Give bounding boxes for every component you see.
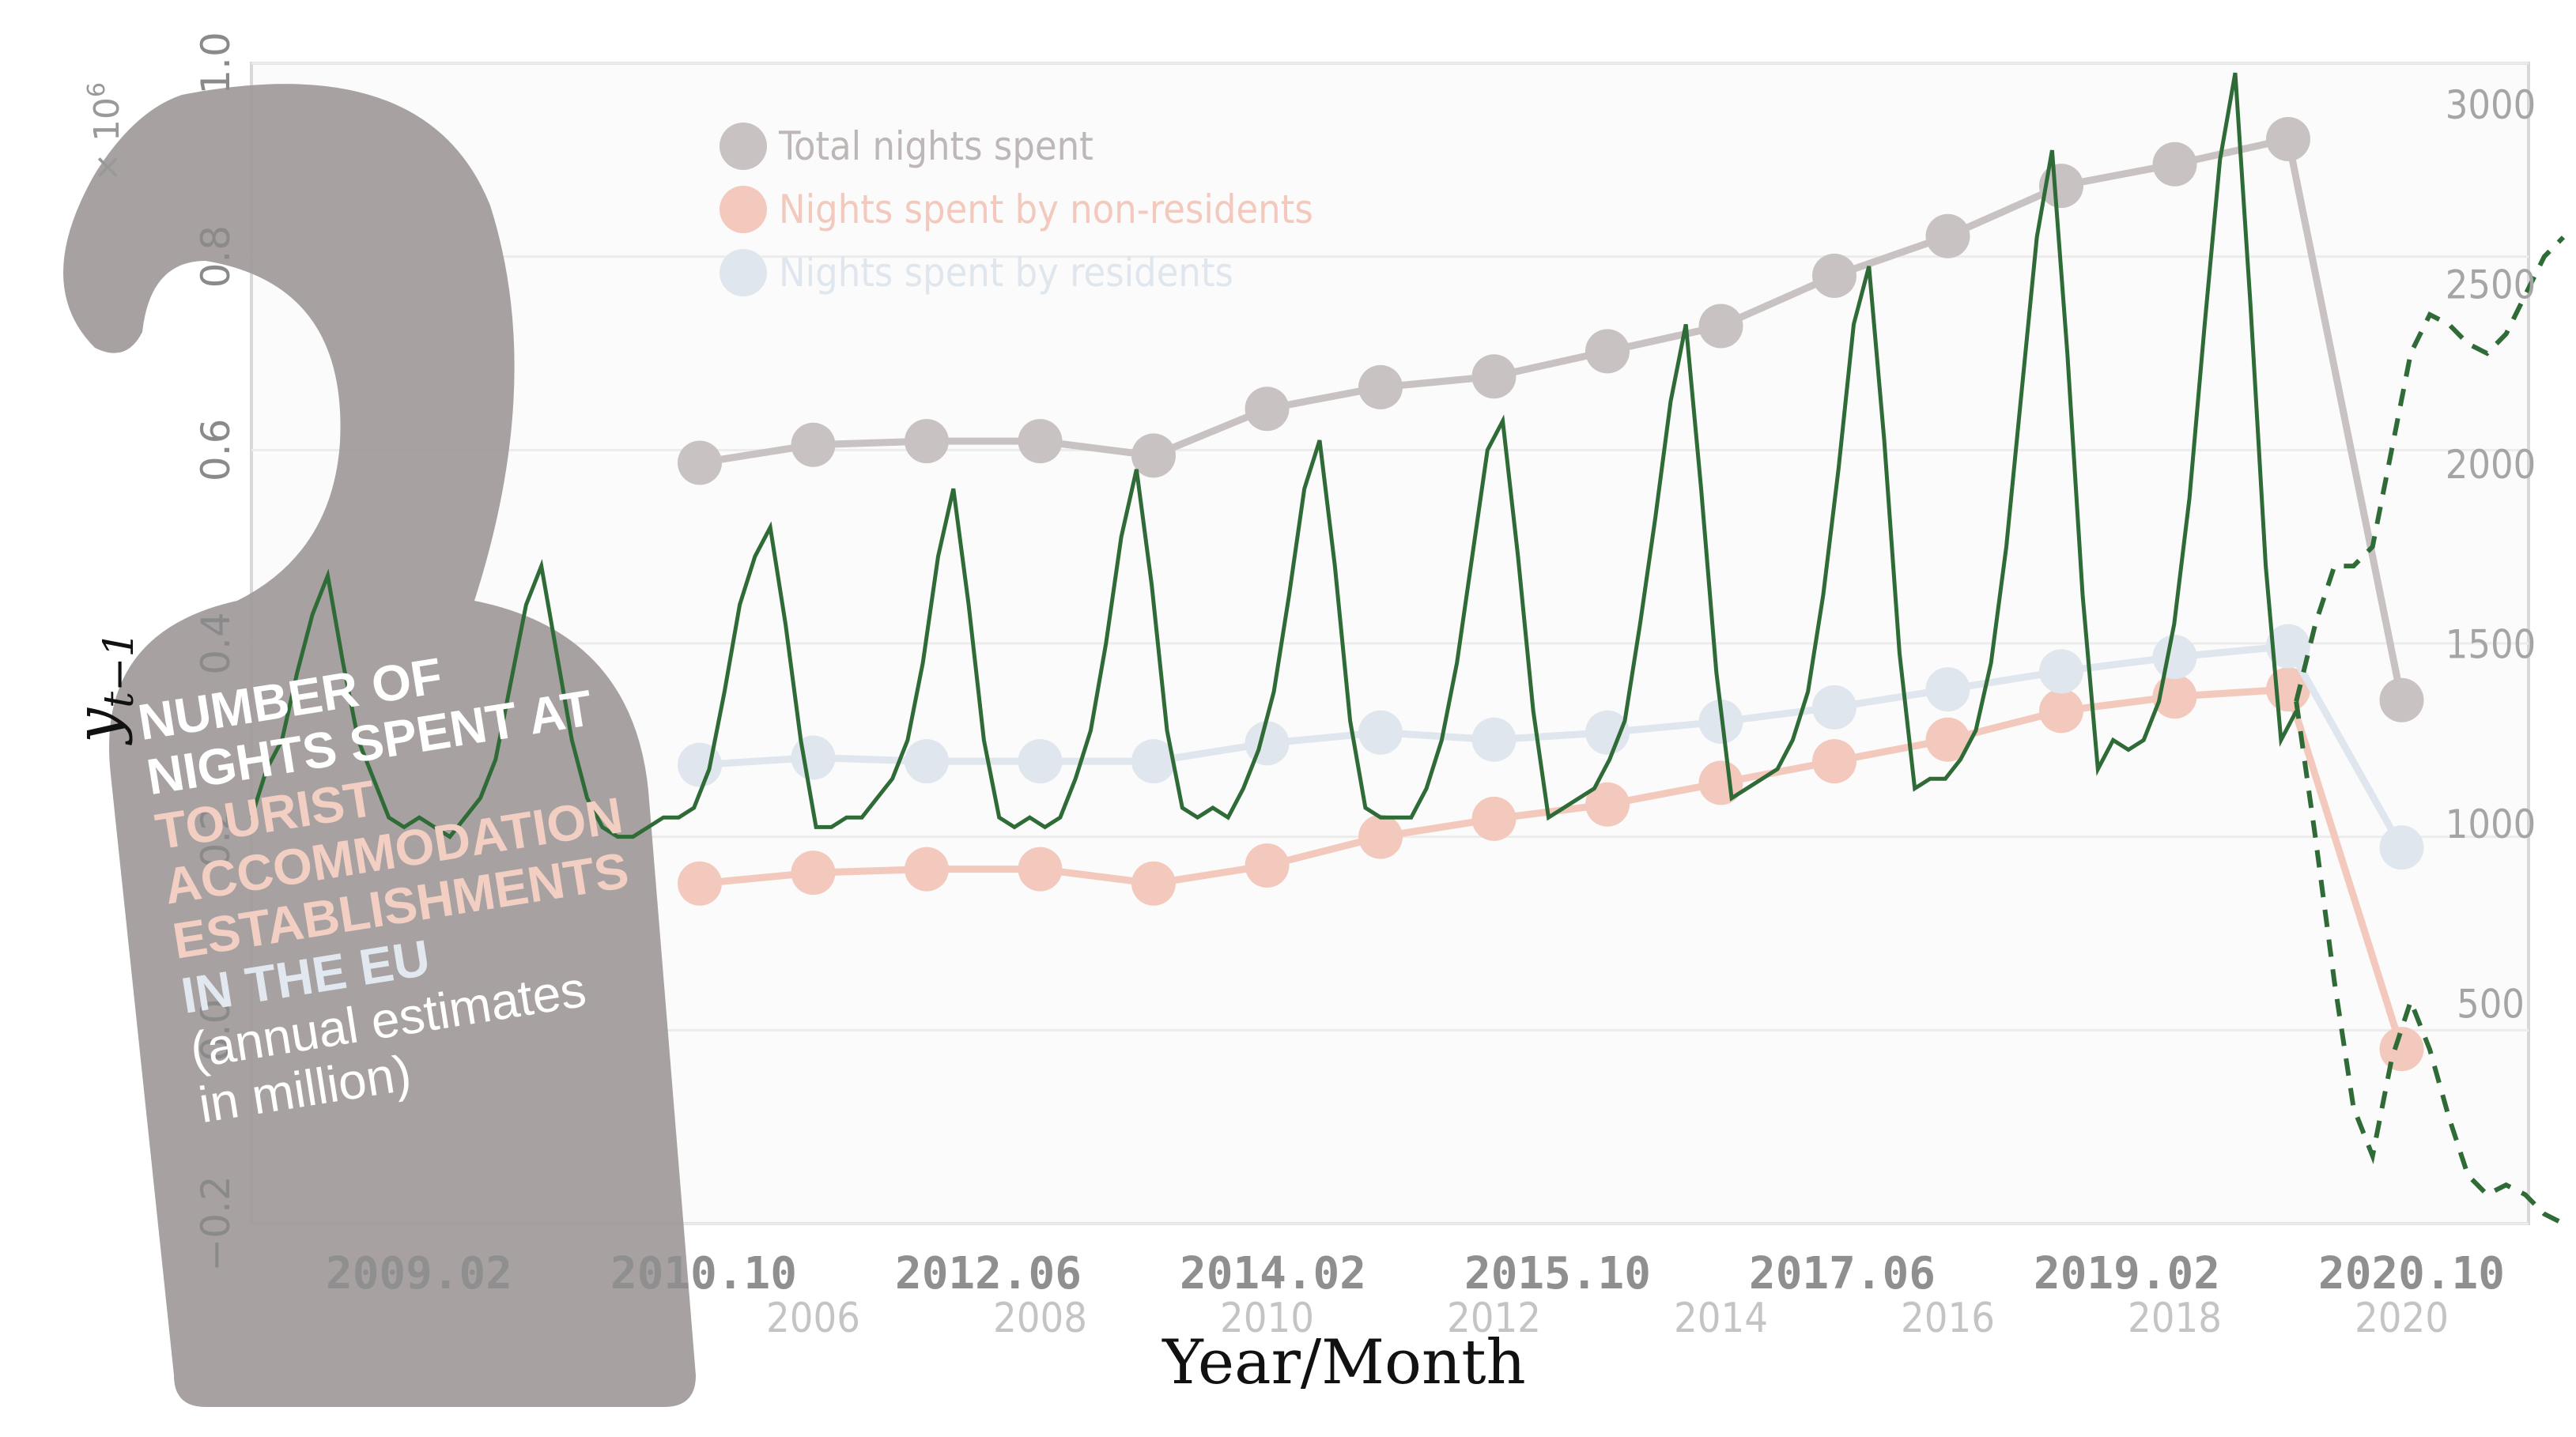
annual-series-point [2266,624,2310,669]
annual-series-point [1812,739,1856,784]
annual-series-point [2379,1027,2424,1072]
annual-series-point [1812,685,1856,730]
x-axis-year-tick-label: 2010 [1220,1295,1314,1342]
annual-series-point [1018,419,1063,464]
right-axis-tick-label: 3000 [2446,82,2536,128]
x-axis-month-tick-label: 2019.02 [2034,1248,2220,1299]
left-axis-tick-label: 0.6 [193,419,239,482]
x-axis-month-tick-label: 2012.06 [895,1248,1082,1299]
monthly-series-line [249,72,2298,839]
annual-series-point [678,861,722,906]
annual-series-point [1358,364,1403,409]
annual-series-line [699,685,2405,1050]
annual-series-point [2039,688,2083,734]
x-axis-month-tick-label: 2020.10 [2318,1248,2505,1299]
left-axis-tick-label: 0.8 [193,225,239,289]
annual-series-point [1471,354,1517,399]
left-axis-tick-label: 0.0 [193,999,239,1062]
annual-series-point [1471,796,1517,841]
annual-series-point [678,440,722,485]
annual-series-point [1131,861,1176,906]
annual-series-point [2266,116,2310,161]
annual-series-point [2152,141,2197,187]
annual-series-line [699,642,2405,850]
annual-series-point [2379,825,2424,870]
right-axis-tick-label: 500 [2457,982,2525,1028]
annual-series-point [905,847,949,892]
y-axis-label-subscript: t−1 [96,631,143,708]
annual-series-point [1698,760,1743,805]
annual-series-point [791,851,836,896]
annual-series-point [2039,164,2083,209]
legend-label: Nights spent by residents [779,250,1233,296]
annual-series-point [1245,387,1290,432]
right-axis-tick-label: 1500 [2446,622,2536,668]
x-axis-year-tick-label: 2020 [2355,1295,2449,1342]
door-hanger-text: NUMBER OF NIGHTS SPENT AT TOURIST ACCOMM… [134,614,719,1133]
x-axis-year-tick-label: 2016 [1901,1295,1995,1342]
annual-series-point [1131,739,1176,784]
annual-series-point [2152,635,2197,680]
door-hanger-shape [63,84,696,1408]
x-axis-year-tick-label: 2012 [1447,1295,1541,1342]
annual-series-point [1585,710,1630,755]
annual-series-point [1358,710,1403,755]
annual-series-point [2039,649,2083,694]
forecast-band-lower [2294,700,2565,1226]
legend-marker [720,123,767,170]
y-axis-exponent-power: 6 [83,82,111,97]
y-axis-label-main: y [62,707,134,745]
legend-marker [720,249,767,296]
x-axis-year-tick-label: 2008 [993,1295,1087,1342]
annual-series-point [1471,717,1517,762]
annual-series-line [699,134,2405,701]
left-axis-tick-label: 1.0 [193,32,239,95]
annual-series-point [1812,253,1856,298]
annual-series-point [1925,213,1970,258]
annual-series-point [791,735,836,780]
annual-series-point [678,742,722,787]
annual-series-point [1018,739,1063,784]
annual-series-point [1925,717,1970,762]
y-axis-exponent: × 106 [83,82,127,182]
annual-series-point [1698,304,1743,349]
annual-series-point [1245,721,1290,766]
legend-label: Total nights spent [778,123,1093,169]
annual-series-point [1131,433,1176,478]
left-axis-tick-label: −0.2 [193,1175,239,1271]
legend-marker [720,186,767,233]
y-axis-label: yt−1 [62,631,143,745]
x-axis-month-tick-label: 2017.06 [1749,1248,1936,1299]
annual-series-point [1585,782,1630,827]
left-axis-tick-label: 0.2 [193,805,239,869]
legend-label: Nights spent by non-residents [779,187,1313,232]
annual-series-point [1018,847,1063,892]
y-axis-exponent-base: × 10 [87,97,127,182]
annual-series-point [1585,329,1630,374]
forecast-band-upper [2294,236,2566,703]
x-axis-month-tick-label: 2009.02 [326,1248,512,1299]
annual-series-point [905,739,949,784]
annual-series-point [2379,677,2424,722]
right-axis-tick-label: 2500 [2446,262,2536,308]
x-axis-month-tick-label: 2014.02 [1180,1248,1366,1299]
annual-series-point [1925,667,1970,712]
annual-series-point [1358,814,1403,859]
right-axis-tick-label: 1000 [2446,801,2536,847]
x-axis-year-tick-label: 2006 [766,1295,860,1342]
right-axis-tick-label: 2000 [2446,442,2536,488]
x-axis-label: Year/Month [1161,1327,1526,1398]
x-axis-year-tick-label: 2014 [1674,1295,1768,1342]
annual-series-point [905,419,949,464]
annual-series-point [791,422,836,467]
x-axis-month-tick-label: 2015.10 [1464,1248,1651,1299]
x-axis-year-tick-label: 2018 [2128,1295,2222,1342]
x-axis-month-tick-label: 2010.10 [610,1248,797,1299]
annual-series-point [1245,843,1290,888]
left-axis-tick-label: 0.4 [193,612,239,675]
